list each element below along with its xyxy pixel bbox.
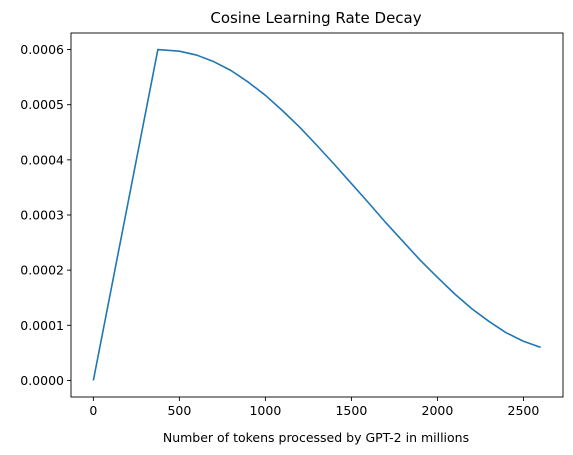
y-tick-label: 0.0004 — [20, 152, 64, 167]
y-tick-label: 0.0003 — [20, 208, 64, 223]
chart-title: Cosine Learning Rate Decay — [210, 9, 421, 27]
x-tick-label: 1000 — [249, 403, 281, 418]
x-tick-label: 2000 — [422, 403, 454, 418]
series-line-0 — [92, 48, 541, 381]
y-tick-label: 0.0005 — [20, 97, 64, 112]
x-tick-label: 500 — [167, 403, 191, 418]
y-tick-label: 0.0001 — [20, 318, 64, 333]
y-tick-label: 0.0000 — [20, 373, 64, 388]
y-tick-label: 0.0006 — [20, 42, 64, 57]
plot-area: 0 500 1000 1500 2000 2500 0.0000 0.0001 0.0002 0.… — [20, 32, 564, 418]
x-tick-label: 2500 — [508, 403, 540, 418]
plot-frame — [70, 32, 564, 398]
x-axis-label: Number of tokens processed by GPT-2 in m… — [163, 430, 469, 445]
x-tick-label: 1500 — [335, 403, 367, 418]
x-tick-label: 0 — [89, 403, 97, 418]
y-tick-label: 0.0002 — [20, 263, 64, 278]
